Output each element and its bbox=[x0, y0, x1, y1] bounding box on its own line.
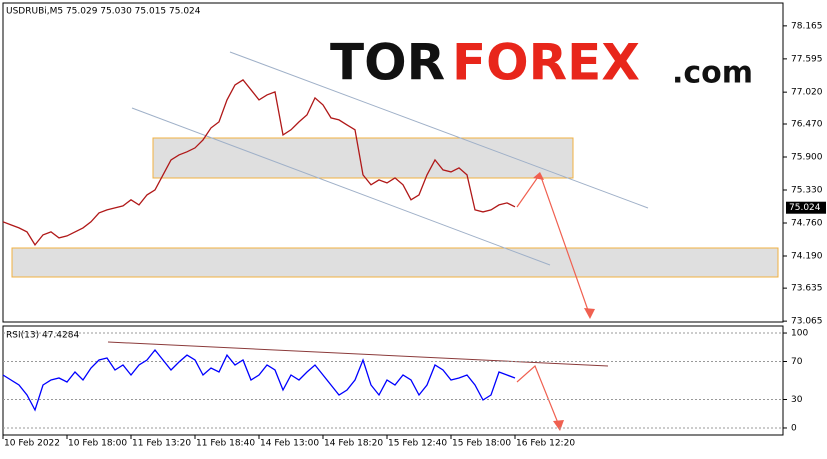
series-line bbox=[2, 348, 516, 412]
y-tick-label: 75.330 bbox=[791, 186, 823, 196]
y-tick-label: 74.760 bbox=[791, 219, 823, 229]
y-tick-label: 100 bbox=[791, 329, 808, 339]
x-tick-label: 10 Feb 2022 bbox=[4, 439, 60, 449]
x-tick-label: 14 Feb 13:00 bbox=[260, 439, 319, 449]
x-tick-label: 15 Feb 12:40 bbox=[388, 439, 447, 449]
y-tick-label: 70 bbox=[791, 357, 803, 367]
arrow-head bbox=[553, 420, 564, 431]
logo-text: TOR bbox=[330, 34, 445, 92]
rsi-forecast-arrow bbox=[516, 364, 561, 429]
channel-upper bbox=[229, 51, 649, 209]
support-zone bbox=[11, 247, 779, 278]
last-price-box bbox=[786, 201, 826, 214]
y-tick-label: 77.020 bbox=[791, 88, 823, 98]
arrow-head bbox=[533, 172, 544, 180]
y-tick-label: 30 bbox=[791, 395, 803, 405]
y-tick-label: 74.190 bbox=[791, 252, 823, 262]
price-frame bbox=[2, 2, 784, 323]
logo-text: .com bbox=[672, 56, 753, 91]
y-tick-label: 75.900 bbox=[791, 153, 823, 163]
y-tick-label: 73.065 bbox=[791, 317, 823, 327]
y-tick-label: 76.470 bbox=[791, 120, 823, 130]
y-tick-label: 78.165 bbox=[791, 21, 823, 31]
channel-lower bbox=[131, 107, 551, 266]
x-tick-label: 14 Feb 18:20 bbox=[324, 439, 383, 449]
series-line bbox=[2, 79, 516, 247]
x-tick-label: 15 Feb 18:00 bbox=[452, 439, 511, 449]
x-tick-label: 10 Feb 18:00 bbox=[68, 439, 127, 449]
last-price-label: 75.024 bbox=[789, 203, 821, 213]
rsi-title: RSI(13) 47.4284 bbox=[6, 331, 79, 341]
logo-text: FOREX bbox=[452, 34, 640, 92]
y-tick-label: 77.595 bbox=[791, 54, 823, 64]
y-tick-label: 0 bbox=[791, 423, 797, 433]
arrow-head bbox=[584, 308, 595, 319]
chart-title: USDRUBi,M5 75.029 75.030 75.015 75.024 bbox=[6, 7, 201, 17]
rsi-frame bbox=[2, 325, 784, 436]
x-tick-label: 16 Feb 12:20 bbox=[516, 439, 575, 449]
x-tick-label: 11 Feb 18:40 bbox=[196, 439, 255, 449]
x-tick-label: 11 Feb 13:20 bbox=[132, 439, 191, 449]
y-tick-label: 73.635 bbox=[791, 284, 823, 294]
